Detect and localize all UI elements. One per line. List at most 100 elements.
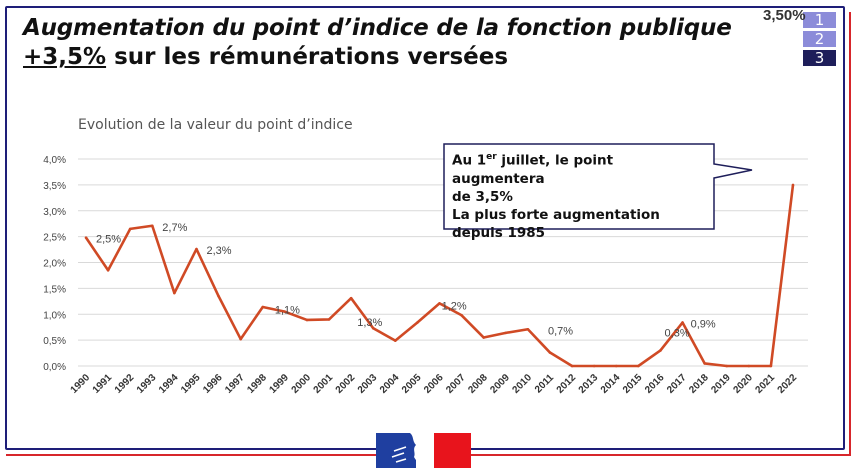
x-tick-label: 1996 xyxy=(201,372,225,396)
data-point xyxy=(349,296,353,300)
data-label: 2,5% xyxy=(96,234,121,246)
x-tick-label: 2015 xyxy=(621,372,645,396)
x-tick-label: 2022 xyxy=(776,372,800,396)
data-point xyxy=(614,364,618,368)
nav-step-3[interactable]: 3 xyxy=(803,50,836,66)
x-tick-label: 2001 xyxy=(312,372,336,396)
data-point xyxy=(592,364,596,368)
y-tick-label: 3,5% xyxy=(43,181,66,192)
data-point xyxy=(504,331,508,335)
data-label: 1,3% xyxy=(357,317,382,329)
data-label: 3,50% xyxy=(763,7,806,24)
x-tick-label: 1995 xyxy=(179,372,203,396)
y-tick-label: 2,5% xyxy=(43,233,66,244)
callout-box xyxy=(443,143,753,230)
data-point xyxy=(659,349,662,352)
x-tick-label: 2012 xyxy=(555,372,579,396)
data-point xyxy=(548,351,552,354)
data-point xyxy=(283,310,287,313)
data-label: 0,9% xyxy=(691,318,716,330)
x-tick-label: 2000 xyxy=(290,372,314,396)
callout-line-1a: Au 1 xyxy=(452,152,487,169)
x-tick-label: 2003 xyxy=(356,372,380,396)
data-point xyxy=(327,318,331,321)
data-label: 1,1% xyxy=(275,305,300,317)
data-point xyxy=(106,268,110,272)
x-tick-label: 1999 xyxy=(267,372,291,396)
data-point xyxy=(438,302,441,305)
data-point xyxy=(637,364,640,368)
y-tick-label: 3,0% xyxy=(43,207,66,218)
data-label: 0,3% xyxy=(665,328,690,340)
callout-sup: er xyxy=(486,152,497,162)
nav-step-1[interactable]: 1 xyxy=(803,12,836,28)
callout-line-3: La plus forte augmentation xyxy=(452,206,660,223)
x-tick-label: 2007 xyxy=(444,372,468,396)
data-label: 2,3% xyxy=(206,245,231,257)
data-point xyxy=(416,321,419,324)
y-tick-label: 0,0% xyxy=(43,362,66,373)
data-point xyxy=(195,247,198,251)
subtitle-rest: sur les rémunérations versées xyxy=(106,44,509,70)
nav-step-2[interactable]: 2 xyxy=(803,31,836,47)
slide-subtitle: +3,5% sur les rémunérations versées xyxy=(23,44,508,71)
x-tick-label: 2002 xyxy=(334,372,358,396)
callout-line-2: de 3,5% xyxy=(452,188,513,205)
data-point xyxy=(526,327,530,331)
x-tick-label: 1991 xyxy=(91,372,115,396)
y-tick-label: 2,0% xyxy=(43,259,66,270)
x-tick-label: 1994 xyxy=(157,372,181,396)
data-label: 1,2% xyxy=(442,300,467,312)
x-tick-label: 1993 xyxy=(135,372,159,396)
x-tick-label: 2011 xyxy=(533,372,556,395)
subtitle-highlight: +3,5% xyxy=(23,44,107,70)
y-tick-label: 1,5% xyxy=(43,284,66,295)
x-tick-label: 2009 xyxy=(488,372,512,396)
callout-line-1b: juillet, le point augmentera xyxy=(452,152,614,187)
data-point xyxy=(769,364,773,368)
data-point xyxy=(239,337,242,341)
x-tick-label: 2019 xyxy=(709,372,733,396)
chart-title: Evolution de la valeur du point d’indice xyxy=(78,117,353,133)
callout-line-4: depuis 1985 xyxy=(452,224,546,241)
data-point xyxy=(747,364,751,368)
data-point xyxy=(394,339,397,342)
x-tick-label: 2008 xyxy=(466,372,490,396)
x-tick-label: 2018 xyxy=(687,372,711,396)
data-label: 0,7% xyxy=(548,326,573,338)
slide-title: Augmentation du point d’indice de la fon… xyxy=(23,15,732,41)
y-tick-label: 4,0% xyxy=(43,155,66,166)
data-point xyxy=(217,294,220,298)
data-point xyxy=(128,227,132,231)
data-point xyxy=(681,321,684,324)
x-tick-label: 1998 xyxy=(245,372,269,396)
x-tick-label: 1997 xyxy=(223,372,247,396)
data-point xyxy=(305,318,309,322)
data-point xyxy=(150,224,154,228)
x-tick-label: 2021 xyxy=(754,372,778,396)
data-point xyxy=(460,313,463,317)
x-tick-label: 2014 xyxy=(599,372,623,396)
x-tick-label: 2020 xyxy=(731,372,755,396)
y-tick-label: 1,0% xyxy=(43,310,66,321)
x-tick-label: 1992 xyxy=(113,372,137,396)
data-point xyxy=(84,236,88,239)
x-tick-label: 2017 xyxy=(665,372,689,396)
x-tick-label: 2010 xyxy=(510,372,534,396)
data-point xyxy=(703,362,706,365)
data-point xyxy=(261,305,265,309)
x-tick-label: 1990 xyxy=(69,372,93,396)
x-tick-label: 2013 xyxy=(577,372,601,396)
data-label: 2,7% xyxy=(162,222,187,234)
y-tick-label: 0,5% xyxy=(43,336,66,347)
data-point xyxy=(482,336,485,339)
data-point xyxy=(791,183,795,187)
x-tick-label: 2006 xyxy=(422,372,446,396)
x-tick-label: 2004 xyxy=(378,372,402,396)
x-tick-label: 2016 xyxy=(643,372,667,396)
callout-text: Au 1er juillet, le point augmentera de 3… xyxy=(444,144,716,241)
data-point xyxy=(173,291,176,295)
marianne-logo xyxy=(376,433,471,468)
red-border-right xyxy=(849,12,851,455)
